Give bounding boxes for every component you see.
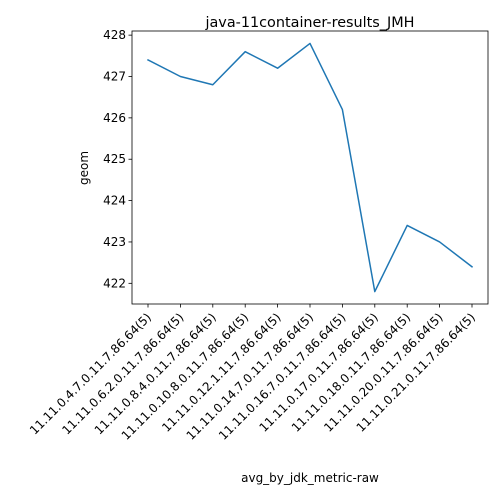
plot-frame xyxy=(132,31,488,304)
y-tick-label: 424 xyxy=(103,194,126,208)
y-axis-label: geom xyxy=(77,151,91,185)
chart-title: java-11container-results_JMH xyxy=(204,15,414,31)
series-layer xyxy=(148,43,472,291)
y-axis: 422 423 424 425 426 427 428 xyxy=(103,28,132,290)
y-tick-label: 422 xyxy=(103,276,126,290)
y-tick-label: 423 xyxy=(103,235,126,249)
x-axis-label: avg_by_jdk_metric-raw xyxy=(241,471,379,485)
series-line xyxy=(148,43,472,291)
y-tick-label: 428 xyxy=(103,28,126,42)
y-tick-label: 425 xyxy=(103,152,126,166)
y-tick-label: 426 xyxy=(103,111,126,125)
y-tick-label: 427 xyxy=(103,70,126,84)
x-axis: 11.11.0.4.7.0.11.7.86.64(5)11.11.0.6.2.0… xyxy=(27,304,478,443)
